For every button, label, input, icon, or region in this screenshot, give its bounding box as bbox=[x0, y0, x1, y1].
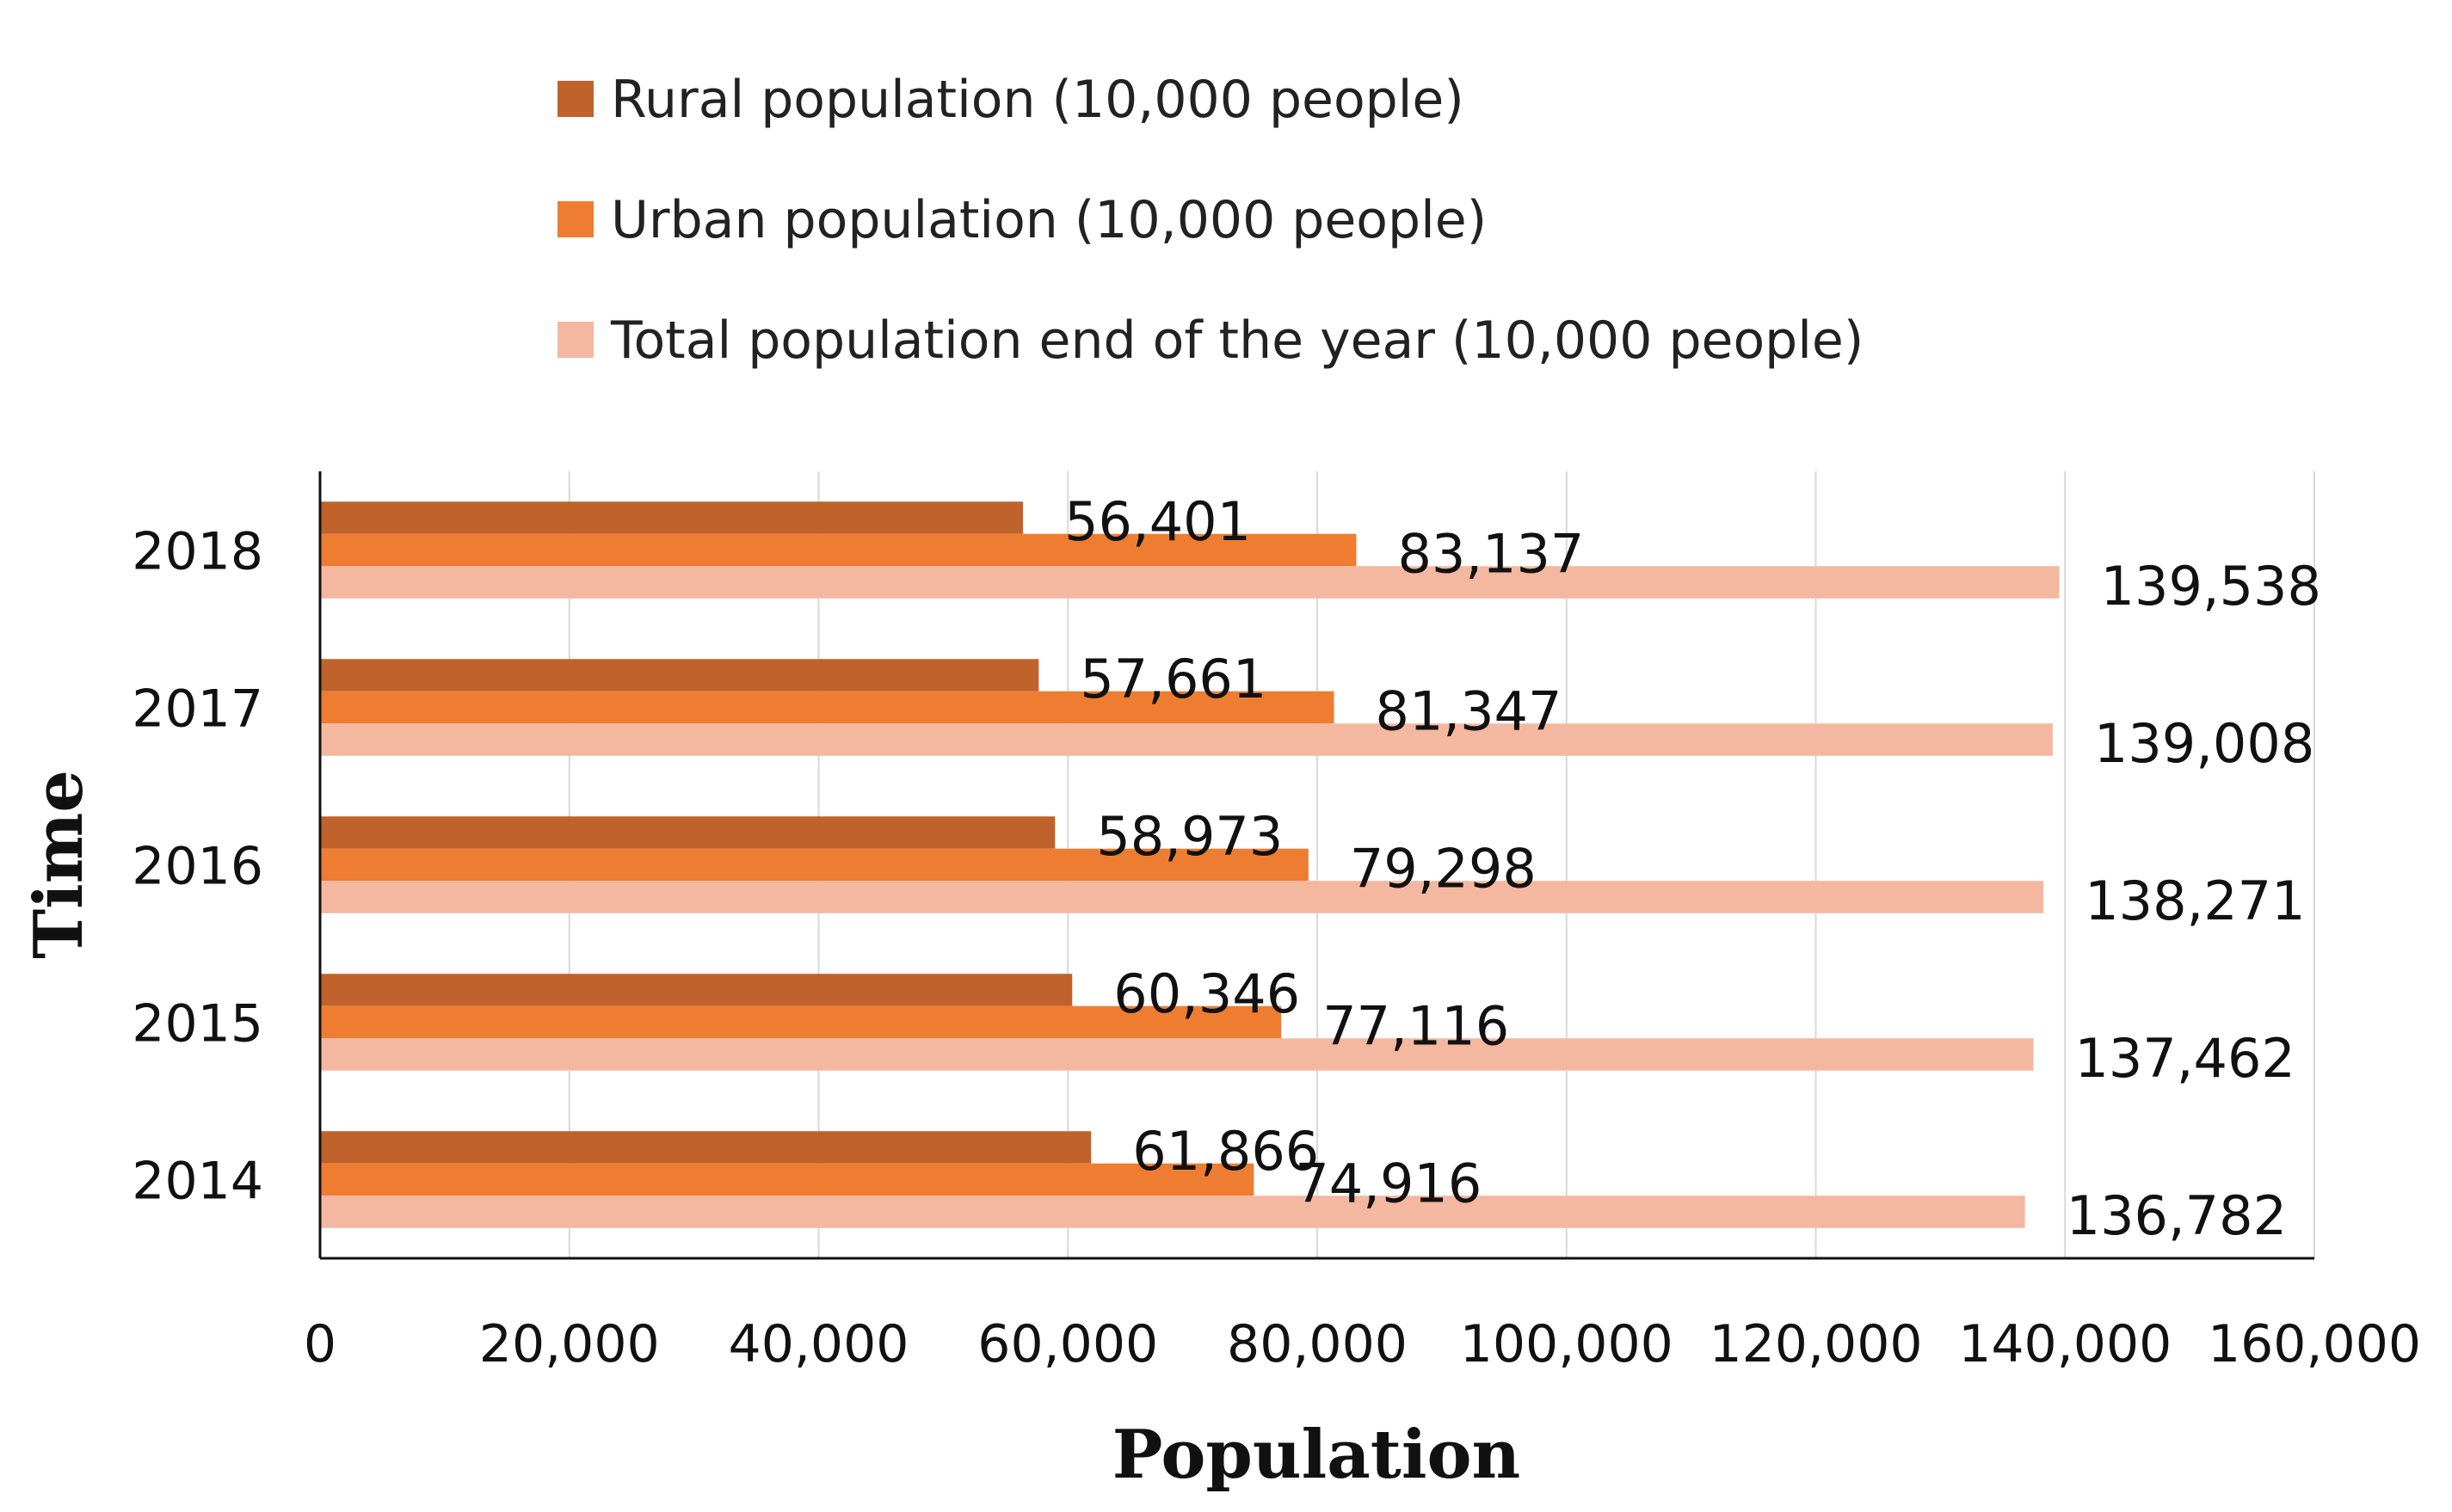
category-labels: 2014 2015 2016 2017 2018 bbox=[132, 522, 263, 1212]
x-tick-label-20,000: 20,000 bbox=[479, 1314, 660, 1374]
bar-2014-series-3 bbox=[320, 1195, 2025, 1228]
x-tick-label-60,000: 60,000 bbox=[977, 1314, 1158, 1374]
category-label-2015: 2015 bbox=[132, 994, 263, 1054]
data-label-2018-series-2: 83,137 bbox=[1397, 523, 1584, 586]
bar-2015-series-1 bbox=[320, 974, 1073, 1006]
category-label-2017: 2017 bbox=[132, 679, 263, 740]
x-tick-label-0: 0 bbox=[304, 1314, 336, 1374]
bar-2017-series-1 bbox=[320, 659, 1039, 691]
bar-2016-series-1 bbox=[320, 816, 1056, 849]
legend-label-2: Urban population (10,000 people) bbox=[611, 190, 1487, 250]
x-tick-label-80,000: 80,000 bbox=[1227, 1314, 1408, 1374]
data-label-2014-series-2: 74,916 bbox=[1295, 1152, 1482, 1215]
x-tick-label-120,000: 120,000 bbox=[1709, 1314, 1922, 1374]
legend-label-3: Total population end of the year (10,000… bbox=[610, 310, 1864, 371]
data-label-2018-series-3: 139,538 bbox=[2101, 555, 2321, 618]
x-tick-label-160,000: 160,000 bbox=[2208, 1314, 2421, 1374]
data-label-2017-series-2: 81,347 bbox=[1376, 680, 1562, 743]
data-label-2016-series-1: 58,973 bbox=[1096, 805, 1283, 868]
data-label-2017-series-3: 139,008 bbox=[2094, 712, 2314, 775]
x-tick-label-100,000: 100,000 bbox=[1460, 1314, 1673, 1374]
bar-2014-series-1 bbox=[320, 1131, 1092, 1164]
data-label-2018-series-1: 56,401 bbox=[1064, 490, 1251, 553]
data-label-2015-series-3: 137,462 bbox=[2074, 1027, 2295, 1090]
category-label-2014: 2014 bbox=[132, 1152, 263, 1212]
legend-swatch-1 bbox=[558, 81, 594, 117]
legend-label-1: Rural population (10,000 people) bbox=[611, 70, 1464, 130]
bar-2017-series-2 bbox=[320, 691, 1334, 724]
data-label-2017-series-1: 57,661 bbox=[1080, 648, 1266, 710]
chart-legend: Rural population (10,000 people) Urban po… bbox=[558, 70, 1864, 371]
category-label-2018: 2018 bbox=[132, 522, 263, 582]
bar-2018-series-2 bbox=[320, 533, 1357, 567]
data-label-2016-series-2: 79,298 bbox=[1350, 838, 1537, 900]
bar-2015-series-2 bbox=[320, 1005, 1282, 1039]
bar-2018-series-1 bbox=[320, 501, 1024, 534]
data-label-2015-series-2: 77,116 bbox=[1322, 995, 1509, 1058]
data-label-2015-series-1: 60,346 bbox=[1113, 962, 1300, 1025]
bar-2016-series-2 bbox=[320, 848, 1309, 882]
bar-2018-series-3 bbox=[320, 566, 2060, 599]
bar-2016-series-3 bbox=[320, 881, 2044, 913]
data-label-2014-series-1: 61,866 bbox=[1132, 1120, 1319, 1183]
bar-2014-series-2 bbox=[320, 1163, 1254, 1196]
data-label-2014-series-3: 136,782 bbox=[2067, 1184, 2287, 1247]
x-axis-title: Population bbox=[1112, 1416, 1520, 1494]
data-label-2016-series-3: 138,271 bbox=[2085, 870, 2305, 932]
bar-2015-series-3 bbox=[320, 1038, 2034, 1071]
legend-swatch-3 bbox=[558, 322, 594, 358]
x-tick-label-140,000: 140,000 bbox=[1958, 1314, 2172, 1374]
x-tick-label-40,000: 40,000 bbox=[729, 1314, 909, 1374]
x-tick-labels: 0 20,000 40,000 60,000 80,000 100,000 120,000 1… bbox=[304, 1314, 2421, 1374]
y-axis-title: Time bbox=[20, 770, 98, 959]
category-label-2016: 2016 bbox=[132, 837, 263, 897]
legend-swatch-2 bbox=[558, 201, 594, 237]
bar-2017-series-3 bbox=[320, 723, 2053, 756]
axes bbox=[318, 471, 2314, 1260]
bars bbox=[320, 501, 2060, 1228]
